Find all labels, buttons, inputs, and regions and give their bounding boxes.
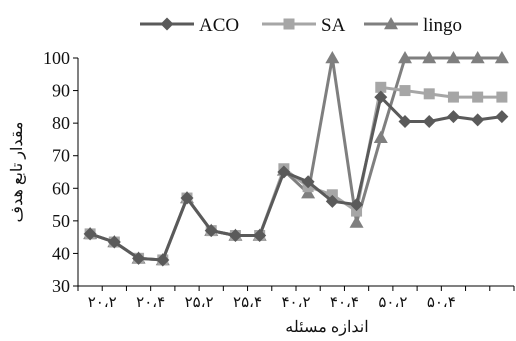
- legend-label: ACO: [199, 15, 239, 36]
- x-tick-label: ۲۵،۲: [185, 295, 214, 311]
- x-tick-label: ۲۰،۴: [136, 295, 165, 311]
- x-axis-title: اندازه مسئله: [285, 319, 368, 336]
- x-tick-label: ۵۰،۲: [378, 295, 407, 311]
- legend-item-aco: ACO: [140, 15, 239, 36]
- data-point-sa: [472, 91, 484, 103]
- data-point-lingo: [325, 51, 340, 64]
- series-aco: [83, 90, 509, 267]
- data-point-lingo: [422, 51, 437, 64]
- data-point-lingo: [446, 51, 461, 64]
- data-point-aco: [374, 90, 388, 104]
- legend-item-lingo: lingo: [364, 15, 462, 36]
- series-line-sa: [89, 85, 502, 262]
- data-point-aco: [350, 198, 364, 212]
- data-point-lingo: [494, 51, 509, 64]
- data-point-lingo: [470, 51, 485, 64]
- series-line-lingo: [89, 56, 502, 262]
- legend-label: SA: [321, 15, 346, 36]
- data-point-sa: [375, 81, 387, 93]
- legend-label: lingo: [423, 15, 462, 36]
- data-point-aco: [156, 253, 170, 267]
- data-point-aco: [180, 191, 194, 205]
- legend: ACO SA lingo: [140, 15, 462, 36]
- y-tick-label: 90: [52, 81, 70, 101]
- data-point-lingo: [373, 130, 388, 144]
- data-point-aco: [204, 224, 218, 238]
- legend-marker: [160, 17, 174, 31]
- series-sa: [84, 81, 508, 266]
- data-point-aco: [471, 113, 485, 127]
- data-point-aco: [422, 115, 436, 129]
- data-point-sa: [326, 189, 338, 201]
- data-point-lingo: [398, 51, 412, 64]
- data-point-aco: [83, 227, 97, 241]
- data-point-lingo: [301, 186, 316, 199]
- y-tick-label: 60: [52, 178, 70, 198]
- legend-marker: [283, 18, 295, 30]
- data-point-aco: [277, 165, 291, 179]
- data-point-aco: [301, 175, 315, 189]
- x-tick-label: ۴۰،۲: [281, 295, 310, 311]
- y-tick-label: 40: [52, 243, 70, 263]
- data-point-sa: [351, 205, 363, 217]
- y-tick-label: 70: [52, 146, 70, 166]
- legend-marker: [384, 17, 398, 30]
- data-point-sa: [423, 88, 435, 100]
- data-point-lingo: [349, 215, 364, 228]
- y-tick-label: 50: [52, 211, 70, 231]
- x-tick-label: ۴۰،۴: [330, 295, 359, 311]
- x-tick-label: ۲۰،۲: [88, 295, 117, 311]
- data-point-aco: [495, 110, 509, 124]
- data-point-aco: [253, 229, 267, 243]
- y-axis-title: مقدار تابع هدف: [9, 122, 26, 223]
- series-layer: [83, 51, 509, 267]
- y-tick-label: 30: [52, 276, 70, 296]
- legend-item-sa: SA: [262, 15, 346, 36]
- y-tick-label: 100: [43, 48, 70, 68]
- data-point-aco: [132, 251, 146, 265]
- data-point-aco: [107, 235, 121, 249]
- data-point-aco: [446, 110, 460, 124]
- series-lingo: [83, 51, 509, 266]
- data-point-sa: [399, 85, 411, 97]
- data-point-aco: [398, 115, 412, 129]
- x-tick-label: ۵۰،۴: [427, 295, 456, 311]
- data-point-sa: [447, 91, 459, 103]
- axes: 30 40 50 60 70 80 90 100 ۲۰،۲ ۲۰،۴ ۲۵،۲ ۲۵،۴ ۴۰،۲ ۴۰،…: [43, 48, 515, 311]
- data-point-sa: [496, 91, 508, 103]
- y-tick-label: 80: [52, 113, 70, 133]
- data-point-aco: [325, 194, 339, 208]
- data-point-aco: [228, 229, 242, 243]
- x-tick-label: ۲۵،۴: [233, 295, 262, 311]
